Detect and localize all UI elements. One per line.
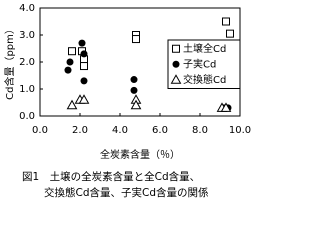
point xyxy=(220,102,232,112)
point xyxy=(132,35,140,44)
x-axis-label: 全炭素含量（％） xyxy=(100,148,180,161)
point xyxy=(80,77,88,85)
point xyxy=(80,62,88,71)
x-tick-label: 8.0 xyxy=(192,125,208,136)
point xyxy=(130,99,142,110)
y-tick-label: 0.0 xyxy=(19,111,35,122)
legend-marker xyxy=(170,74,182,84)
chart: Cd含量（ppm） 全炭素含量（％） 図1 土壌の全炭素含量と全Cd含量、 交換… xyxy=(3,3,251,199)
point xyxy=(68,47,76,56)
legend-label: 子実Cd xyxy=(183,57,216,70)
legend-label: 交換態Cd xyxy=(183,73,226,86)
y-axis-label: Cd含量（ppm） xyxy=(3,24,16,100)
caption-line: 交換態Cd含量、子実Cd含量の関係 xyxy=(44,186,209,199)
legend-marker xyxy=(172,44,180,53)
y-tick-label: 2.0 xyxy=(19,57,35,68)
point xyxy=(64,66,72,74)
legend-marker xyxy=(172,60,180,68)
point xyxy=(80,50,88,58)
point xyxy=(78,94,90,104)
point xyxy=(226,29,234,38)
point xyxy=(130,86,138,94)
x-tick-label: 10.0 xyxy=(229,125,251,136)
x-tick-label: 6.0 xyxy=(152,125,168,136)
point xyxy=(78,39,86,47)
legend-label: 土壌全Cd xyxy=(183,42,226,55)
x-tick-label: 0.0 xyxy=(32,125,48,136)
point xyxy=(66,58,74,66)
y-tick-label: 3.0 xyxy=(19,30,35,41)
y-tick-label: 4.0 xyxy=(19,3,35,14)
caption-line: 図1 土壌の全炭素含量と全Cd含量、 xyxy=(22,170,200,183)
x-tick-label: 2.0 xyxy=(72,125,88,136)
point xyxy=(222,17,230,26)
y-tick-label: 1.0 xyxy=(19,84,35,95)
x-tick-label: 4.0 xyxy=(112,125,128,136)
point xyxy=(66,99,78,110)
point xyxy=(130,76,138,84)
